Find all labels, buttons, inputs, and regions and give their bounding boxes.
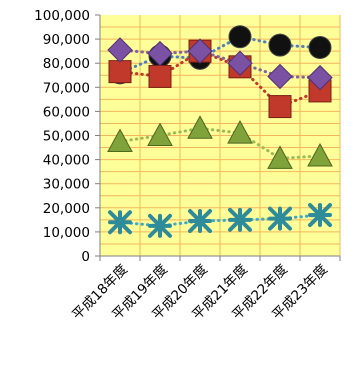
y-tick-label: 40,000 — [43, 153, 90, 169]
data-point-diamond — [107, 37, 133, 63]
data-point-asterisk — [308, 203, 332, 228]
data-point-triangle — [267, 145, 293, 169]
series-markers — [107, 25, 333, 238]
data-point-diamond — [147, 40, 173, 67]
y-tick-label: 70,000 — [43, 80, 90, 96]
data-point-triangle — [147, 122, 173, 146]
data-point-triangle — [307, 142, 333, 167]
data-point-asterisk — [148, 213, 172, 238]
data-point-diamond — [307, 64, 333, 91]
data-point-asterisk — [268, 206, 292, 231]
data-point-circle — [308, 36, 332, 60]
data-point-square — [268, 95, 292, 119]
data-point-square — [148, 64, 172, 88]
data-point-asterisk — [228, 207, 252, 232]
data-point-asterisk — [188, 209, 212, 234]
data-point-triangle — [107, 128, 133, 153]
y-tick-label: 90,000 — [43, 32, 90, 48]
y-tick-label: 100,000 — [34, 8, 90, 24]
data-point-diamond — [187, 38, 213, 64]
data-point-triangle — [187, 115, 213, 139]
y-tick-label: 10,000 — [43, 225, 90, 241]
y-tick-label: 0 — [81, 249, 90, 265]
data-point-square — [108, 60, 132, 84]
y-tick-label: 60,000 — [43, 104, 90, 120]
data-point-asterisk — [108, 210, 132, 235]
y-axis-tick-labels: 0 10,000 20,000 30,000 40,000 50,000 60,000 70,… — [34, 8, 90, 265]
data-point-circle — [268, 33, 292, 57]
axes — [95, 14, 341, 261]
y-tick-label: 80,000 — [43, 56, 90, 72]
data-point-triangle — [227, 120, 253, 144]
y-tick-label: 30,000 — [43, 177, 90, 193]
data-point-diamond — [267, 63, 293, 90]
data-point-circle — [228, 25, 252, 49]
y-tick-label: 50,000 — [43, 129, 90, 145]
y-tick-label: 20,000 — [43, 201, 90, 217]
data-point-diamond — [227, 50, 253, 76]
